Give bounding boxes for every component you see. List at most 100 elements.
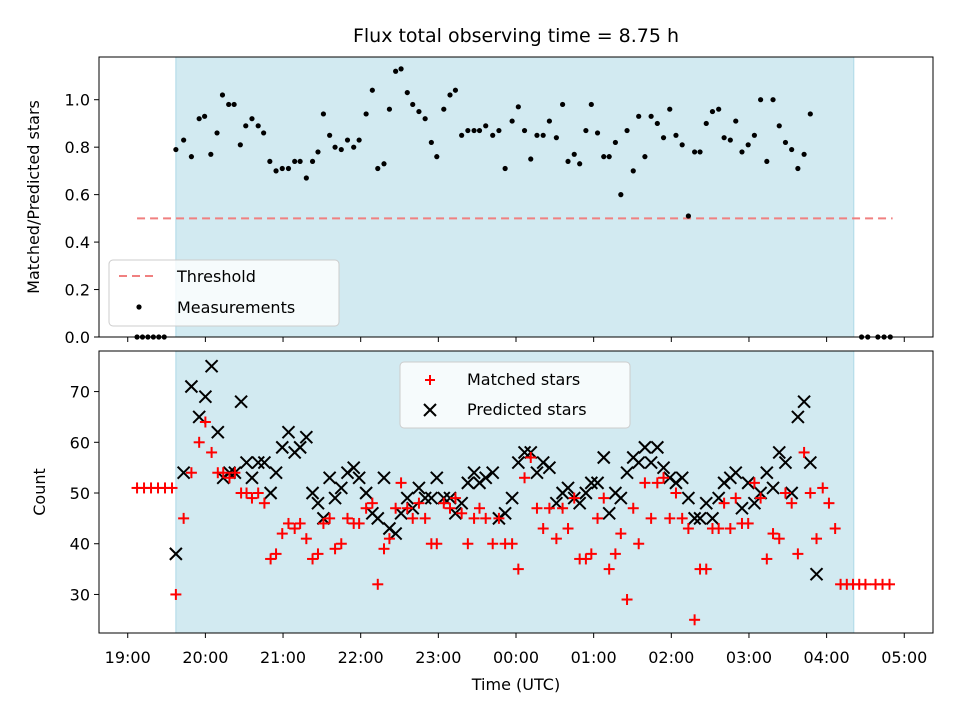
predicted-point: [257, 455, 272, 470]
measurement-point: [490, 132, 496, 138]
predicted-point: [778, 455, 793, 470]
predicted-point: [281, 425, 296, 439]
predicted-point: [184, 379, 199, 394]
predicted-point: [530, 466, 544, 480]
measurement-point: [231, 101, 237, 108]
predicted-point: [479, 471, 493, 485]
matched-point: [621, 594, 633, 606]
predicted-point: [687, 511, 702, 526]
matched-point: [580, 553, 592, 565]
measurement-point: [261, 130, 267, 136]
measurement-point: [351, 144, 357, 150]
measurement-point: [795, 165, 801, 172]
matched-point: [307, 553, 319, 565]
measurement-point: [332, 144, 338, 150]
predicted-point: [498, 506, 512, 521]
measurement-point: [320, 111, 327, 117]
measurement-point: [309, 158, 316, 165]
predicted-point: [299, 430, 314, 444]
measurement-point: [434, 154, 440, 160]
measurement-point: [801, 151, 807, 157]
predicted-point: [400, 491, 414, 505]
measurement-point: [297, 158, 303, 165]
matched-point: [603, 563, 615, 575]
x-tick-label: 04:00: [804, 648, 850, 667]
measurement-point: [273, 168, 279, 174]
predicted-point: [293, 440, 307, 455]
legend-measurements-label: Measurements: [177, 298, 295, 317]
measurement-point: [356, 137, 362, 143]
matched-point: [206, 446, 218, 458]
top-panel: 0.0 0.2 0.4 0.6 0.8 1.0 Matched/Predicted sta…: [24, 56, 934, 347]
predicted-point: [505, 491, 519, 505]
predicted-point: [809, 567, 824, 581]
top-x-ticks: [127, 337, 905, 342]
legend-threshold-label: Threshold: [176, 267, 256, 286]
predicted-point: [377, 471, 391, 485]
predicted-point: [675, 471, 689, 485]
measurement-point: [369, 87, 375, 93]
measurement-point: [452, 87, 459, 93]
measurement-point: [630, 168, 636, 174]
x-tick-label: 23:00: [415, 648, 461, 667]
matched-point: [407, 512, 419, 524]
measurement-point: [667, 106, 673, 112]
measurement-point: [393, 68, 399, 74]
matched-point: [700, 563, 712, 575]
predicted-point: [597, 450, 611, 465]
predicted-point: [322, 471, 337, 485]
bottom-panel: 30 40 50 60 70 19:00 20:00 21:00 22:00 23:00 00:0…: [30, 350, 934, 694]
top-legend: Threshold Measurements: [108, 259, 340, 327]
predicted-point: [394, 506, 408, 521]
x-tick-label: 20:00: [182, 648, 228, 667]
predicted-point: [791, 410, 805, 424]
measurement-point: [459, 132, 465, 138]
measurement-point: [188, 154, 195, 160]
measurement-point: [471, 127, 477, 134]
measurement-point: [553, 135, 559, 141]
matched-point: [193, 436, 205, 448]
matched-point: [755, 492, 767, 504]
measurement-point: [703, 120, 709, 127]
measurement-point: [237, 142, 243, 148]
bottom-axes-frame: [98, 350, 934, 634]
matched-point: [289, 523, 301, 535]
predicted-point: [418, 491, 432, 505]
predicted-point: [334, 481, 348, 495]
predicted-point: [251, 455, 265, 470]
matched-point: [645, 512, 657, 524]
measurement-point: [758, 97, 764, 103]
measurement-point: [685, 213, 691, 219]
matched-point: [431, 538, 443, 550]
measurement-point: [721, 135, 727, 141]
predicted-point: [388, 526, 403, 541]
predicted-point: [275, 440, 289, 455]
matched-point: [670, 487, 682, 499]
predicted-point: [198, 389, 213, 404]
matched-point: [468, 512, 480, 524]
predicted-point: [760, 466, 774, 480]
measurement-point: [214, 130, 220, 136]
x-tick-label: 02:00: [648, 648, 694, 667]
predicted-point: [803, 455, 818, 470]
x-tick-label: 01:00: [571, 648, 617, 667]
predicted-point: [448, 506, 463, 521]
measurement-point: [428, 139, 434, 146]
measurement-point: [751, 132, 757, 138]
matched-point: [730, 492, 742, 504]
predicted-point: [561, 481, 575, 495]
measurement-point: [279, 165, 285, 172]
matched-point: [341, 512, 353, 524]
matched-point: [265, 553, 277, 565]
measurement-point: [338, 146, 344, 153]
predicted-point: [485, 466, 500, 480]
matched-point: [444, 502, 456, 514]
predicted-point: [711, 491, 726, 505]
matched-point: [811, 533, 823, 545]
matched-point: [713, 523, 725, 535]
matched-point: [742, 517, 754, 529]
matched-point: [372, 578, 384, 590]
measurement-point: [363, 111, 369, 117]
matched-point: [438, 497, 450, 509]
